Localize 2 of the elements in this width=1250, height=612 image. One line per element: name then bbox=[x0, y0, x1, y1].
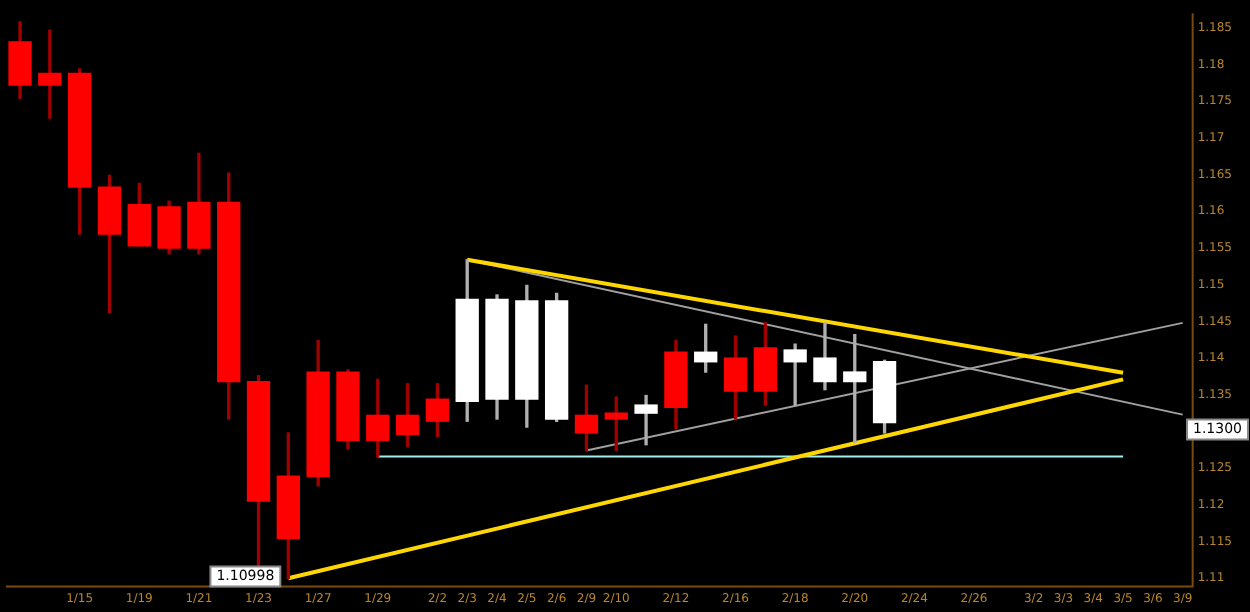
candlestick bbox=[634, 394, 658, 446]
candlestick bbox=[783, 343, 807, 406]
